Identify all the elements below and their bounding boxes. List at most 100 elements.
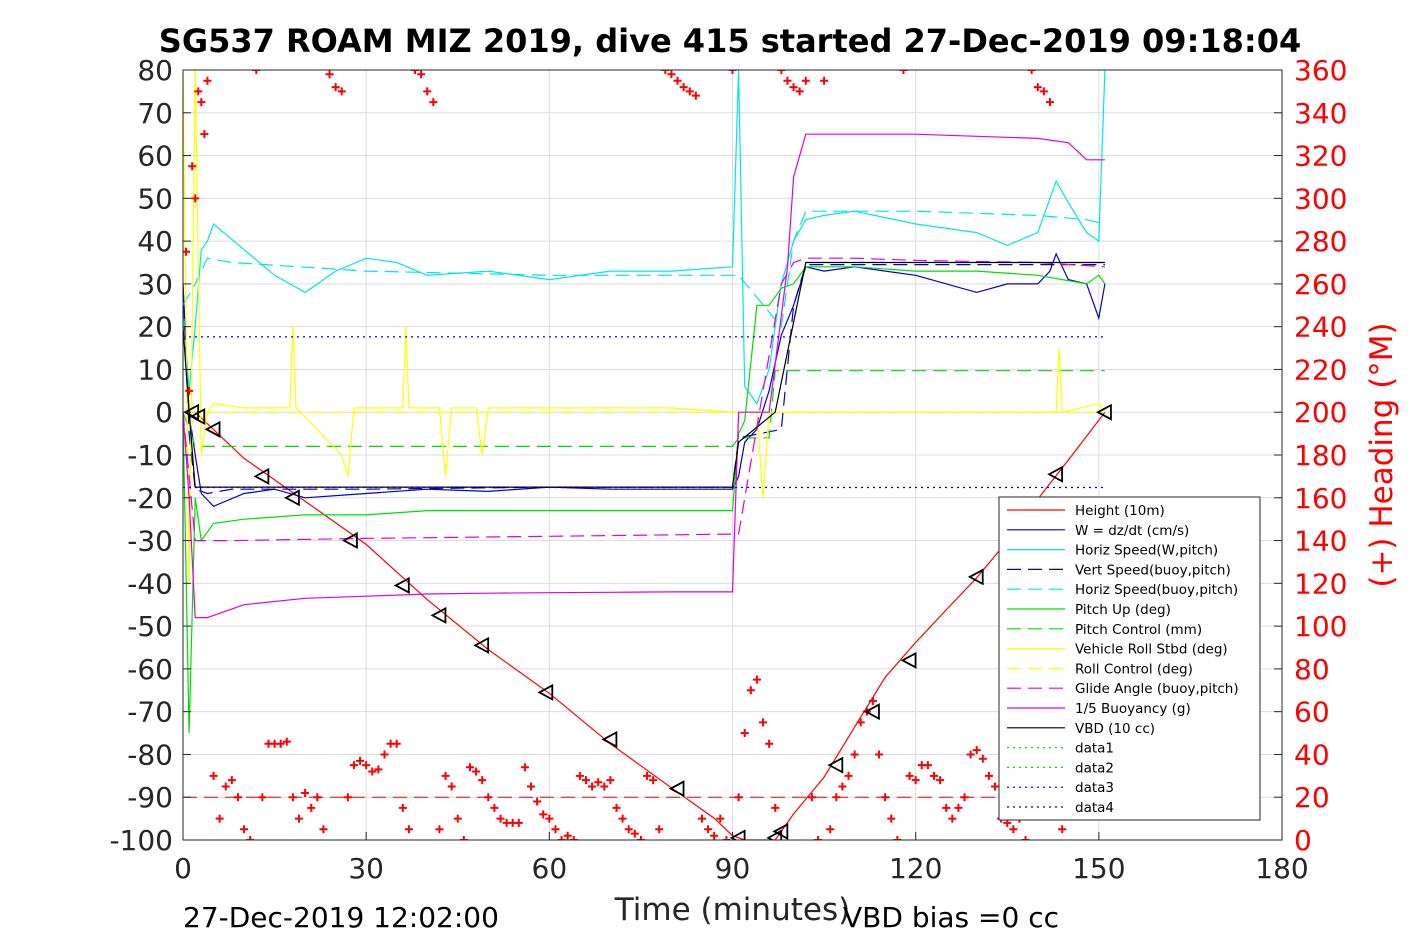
heading-point	[875, 750, 884, 759]
heading-point	[227, 776, 236, 785]
series-line-5	[183, 266, 1106, 734]
heading-point	[618, 814, 627, 823]
heading-point	[624, 825, 633, 834]
glider-marker	[967, 568, 984, 586]
heading-point	[929, 771, 938, 780]
heading-point	[771, 803, 780, 812]
y-tick-label: 30	[137, 268, 173, 301]
x-tick-label: 30	[348, 852, 384, 885]
heading-point	[783, 76, 792, 85]
legend-label: Pitch Control (mm)	[1075, 622, 1202, 638]
heading-point	[691, 91, 700, 100]
heading-point	[972, 746, 981, 755]
heading-point	[984, 771, 993, 780]
y-tick-label: 80	[137, 54, 173, 87]
heading-point	[429, 98, 438, 107]
heading-point	[435, 825, 444, 834]
heading-point	[200, 130, 209, 139]
glider-marker	[668, 780, 685, 798]
y-tick-label: -50	[127, 610, 173, 643]
heading-point	[588, 782, 597, 791]
heading-point	[194, 87, 203, 96]
heading-point	[215, 814, 224, 823]
heading-point	[881, 793, 890, 802]
heading-point	[539, 810, 548, 819]
y2-tick-label: 120	[1294, 567, 1347, 600]
x-tick-label: 90	[715, 852, 751, 885]
heading-point	[1033, 83, 1042, 92]
heading-point	[380, 750, 389, 759]
y2-tick-label: 0	[1294, 824, 1312, 857]
glider-marker	[900, 651, 917, 669]
x-tick-label: 150	[1072, 852, 1125, 885]
y2-tick-label: 200	[1294, 396, 1347, 429]
heading-point	[636, 836, 645, 840]
y-tick-label: 70	[137, 97, 173, 130]
heading-point	[612, 803, 621, 812]
glider-marker	[430, 606, 447, 624]
series-line-0	[183, 411, 1106, 840]
y-tick-label: 50	[137, 182, 173, 215]
heading-point	[752, 675, 761, 684]
y-tick-label: 40	[137, 225, 173, 258]
heading-point	[319, 825, 328, 834]
heading-point	[533, 797, 542, 806]
heading-point	[716, 814, 725, 823]
heading-point	[575, 771, 584, 780]
heading-point	[301, 788, 310, 797]
heading-point	[221, 782, 230, 791]
heading-point	[667, 70, 676, 79]
y-tick-label: 20	[137, 311, 173, 344]
heading-point	[313, 793, 322, 802]
heading-point	[630, 829, 639, 838]
heading-point	[954, 803, 963, 812]
glider-marker	[189, 407, 206, 426]
heading-point	[191, 194, 200, 203]
heading-point	[233, 793, 242, 802]
heading-point	[801, 76, 810, 85]
heading-point	[307, 803, 316, 812]
y2-tick-label: 340	[1294, 97, 1347, 130]
glider-marker	[393, 576, 410, 594]
heading-point	[600, 782, 609, 791]
heading-point	[789, 83, 798, 92]
y2-tick-label: 260	[1294, 268, 1347, 301]
heading-point	[484, 793, 493, 802]
heading-point	[991, 782, 1000, 791]
heading-point	[478, 776, 487, 785]
legend: Height (10m) W = dz/dt (cm/s) Horiz Speed(…	[998, 496, 1261, 821]
legend-label: Roll Control (deg)	[1075, 661, 1193, 677]
legend-label: Horiz Speed(buoy,pitch)	[1075, 582, 1238, 598]
legend-label: VBD (10 cc)	[1075, 721, 1155, 737]
y-tick-label: 0	[155, 396, 173, 429]
glider-marker	[864, 703, 880, 721]
heading-point	[1058, 825, 1067, 834]
heading-point	[423, 87, 432, 96]
legend-label: Height (10m)	[1075, 503, 1165, 519]
y-tick-label: -70	[127, 696, 173, 729]
y2-tick-label: 80	[1294, 653, 1330, 686]
heading-point	[185, 386, 194, 395]
y2-tick-label: 160	[1294, 482, 1347, 515]
heading-point	[893, 836, 902, 840]
heading-point	[563, 831, 572, 840]
heading-point	[459, 836, 468, 840]
legend-box	[998, 496, 1261, 821]
glider-marker	[253, 467, 270, 485]
y2-tick-label: 280	[1294, 225, 1347, 258]
series-line-10	[183, 133, 1105, 619]
heading-point	[795, 87, 804, 96]
y2-tick-label: 360	[1294, 54, 1347, 87]
heading-point	[252, 70, 261, 74]
heading-point	[465, 763, 474, 772]
heading-point	[936, 776, 945, 785]
heading-point	[472, 767, 481, 776]
glider-marker	[601, 730, 618, 748]
heading-point	[966, 750, 975, 759]
glider-marker	[1096, 403, 1112, 421]
heading-point	[728, 70, 737, 74]
y2-tick-label: 180	[1294, 439, 1347, 472]
glider-marker	[729, 829, 746, 840]
heading-point	[356, 756, 365, 765]
heading-point	[777, 70, 786, 74]
